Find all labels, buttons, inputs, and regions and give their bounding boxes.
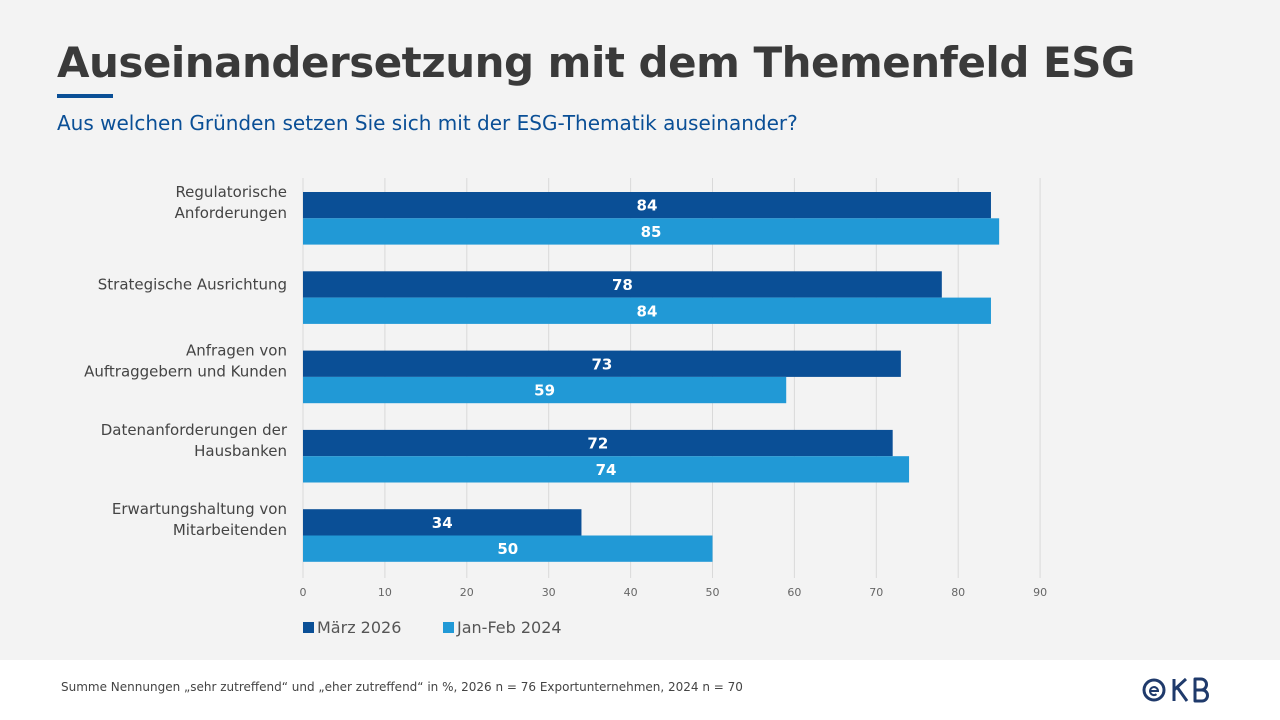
bars	[303, 192, 1000, 562]
x-tick-label: 20	[460, 586, 474, 599]
x-axis-ticks: 0 10 20 30 40 50 60 70 80 90	[300, 586, 1048, 599]
category-label: Auftraggebern und Kunden	[84, 363, 287, 381]
bar	[303, 297, 991, 324]
x-tick-label: 0	[300, 586, 307, 599]
category-label: Regulatorische	[175, 183, 287, 201]
bar	[303, 192, 991, 219]
category-labels: Regulatorische Anforderungen Strategische …	[84, 183, 288, 539]
footer: Summe Nennungen „sehr zutreffend“ und „e…	[0, 660, 1280, 720]
bar	[303, 376, 787, 404]
title-underline	[57, 94, 113, 98]
data-label: 34	[432, 514, 453, 532]
x-tick-label: 40	[624, 586, 638, 599]
data-label: 73	[591, 355, 612, 373]
oekb-logo	[1142, 677, 1209, 703]
bar	[303, 509, 582, 536]
data-label: 72	[587, 435, 608, 453]
bar	[303, 271, 942, 298]
category-label: Mitarbeitenden	[173, 521, 287, 539]
x-tick-label: 80	[951, 586, 965, 599]
bar	[303, 218, 1000, 245]
data-label: 74	[596, 461, 617, 479]
category-label: Erwartungshaltung von	[112, 500, 287, 518]
data-label: 84	[637, 302, 658, 320]
category-label: Strategische Ausrichtung	[98, 275, 287, 293]
category-label: Datenanforderungen der	[101, 421, 288, 439]
x-tick-label: 50	[706, 586, 720, 599]
data-label: 85	[641, 223, 662, 241]
legend-label: Jan-Feb 2024	[456, 618, 562, 637]
legend-swatch	[303, 622, 314, 633]
slide-title: Auseinandersetzung mit dem Themenfeld ES…	[57, 38, 1135, 87]
legend-swatch	[443, 622, 454, 633]
legend-label: März 2026	[317, 618, 401, 637]
category-label: Hausbanken	[194, 442, 287, 460]
x-tick-label: 90	[1033, 586, 1047, 599]
category-label: Anfragen von	[186, 342, 287, 360]
bar	[303, 429, 893, 457]
data-label: 59	[534, 382, 555, 400]
category-label: Anforderungen	[175, 204, 287, 222]
x-tick-label: 60	[787, 586, 801, 599]
bar-chart: 0 10 20 30 40 50 60 70 80 90 Regulatorische Anford…	[84, 178, 1048, 637]
data-label: 50	[497, 540, 518, 558]
x-tick-label: 30	[542, 586, 556, 599]
x-tick-label: 70	[869, 586, 883, 599]
legend: März 2026 Jan-Feb 2024	[303, 618, 562, 637]
slide-subtitle: Aus welchen Gründen setzen Sie sich mit …	[57, 111, 798, 135]
bar	[303, 535, 713, 562]
data-label: 78	[612, 276, 633, 294]
x-tick-label: 10	[378, 586, 392, 599]
bar	[303, 350, 901, 377]
data-label: 84	[637, 197, 658, 215]
footnote: Summe Nennungen „sehr zutreffend“ und „e…	[61, 680, 743, 694]
bar	[303, 456, 910, 483]
